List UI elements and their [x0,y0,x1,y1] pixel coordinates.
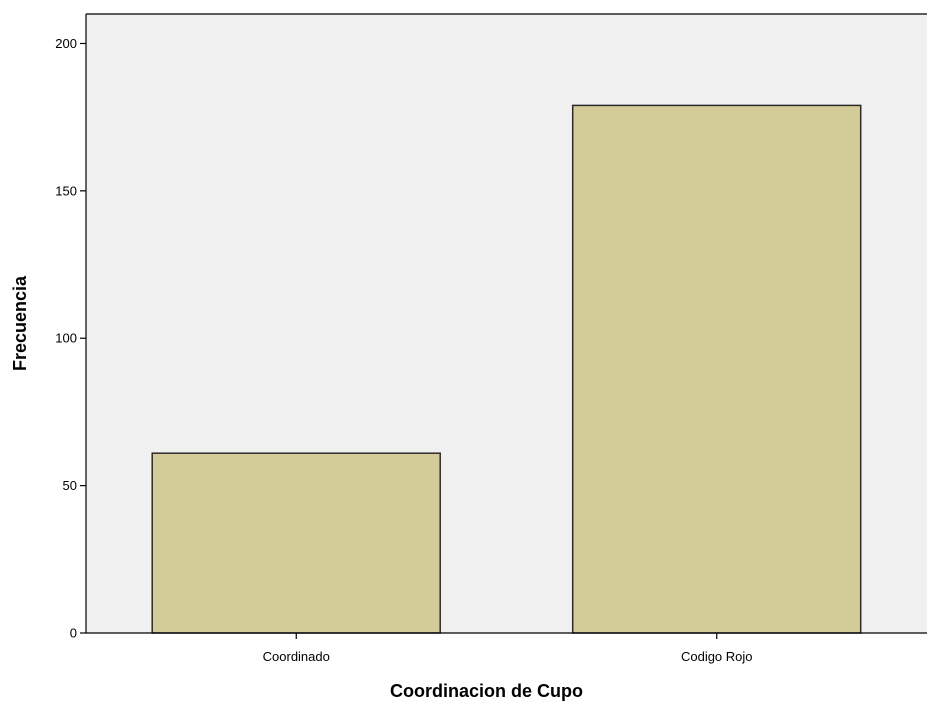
labels-group: 0 50 100 150 200 Coordinado Codigo Rojo [55,36,752,664]
y-axis-title: Frecuencia [10,275,30,371]
bar-coordinado [151,452,441,634]
bar-codigo-rojo [571,104,862,634]
y-tick-label: 150 [55,183,77,198]
y-tick-label: 200 [55,36,77,51]
x-axis-title: Coordinacion de Cupo [390,681,583,701]
y-tick-label: 0 [70,626,77,641]
bars-group [151,104,862,634]
y-tick-label: 50 [63,478,77,493]
axes-group [80,13,927,639]
y-tick-label: 100 [55,331,77,346]
x-tick-label: Codigo Rojo [681,649,753,664]
x-tick-label: Coordinado [263,649,330,664]
